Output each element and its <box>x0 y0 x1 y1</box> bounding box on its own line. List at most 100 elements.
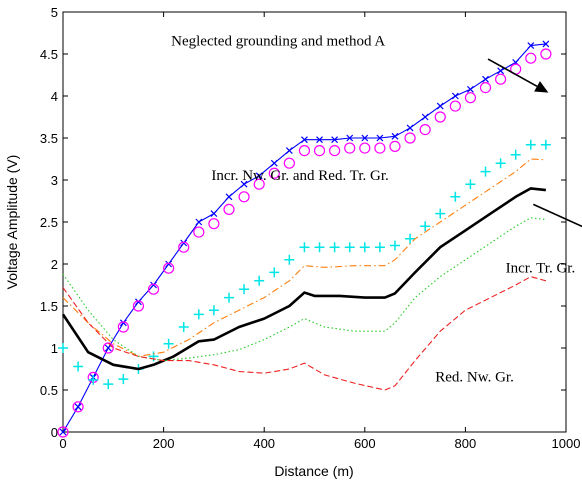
data-point <box>525 139 536 150</box>
data-point <box>102 342 114 354</box>
series-4 <box>61 187 547 371</box>
data-point <box>225 193 233 201</box>
arrow-shaft <box>487 58 538 88</box>
data-point <box>268 167 280 179</box>
x-tick-label: 200 <box>153 436 175 451</box>
data-point <box>299 242 310 253</box>
data-point <box>497 67 505 75</box>
data-point <box>88 374 99 385</box>
data-point <box>298 145 311 157</box>
data-point <box>421 113 429 121</box>
data-point <box>193 309 204 320</box>
series-3 <box>62 158 546 357</box>
data-point <box>165 260 173 268</box>
data-point <box>193 226 205 238</box>
data-point <box>132 300 145 312</box>
data-point <box>404 132 416 144</box>
y-tick-label: 1.5 <box>40 299 58 314</box>
data-point <box>480 166 491 177</box>
annotation-label: Red. Nw. Gr. <box>435 370 514 386</box>
data-point <box>283 157 295 169</box>
data-point <box>117 321 129 333</box>
y-axis-title: Voltage Amplitude (V) <box>4 155 20 290</box>
data-point <box>195 218 203 226</box>
data-point <box>329 242 340 253</box>
data-point <box>374 242 385 253</box>
y-tick-label: 3 <box>51 173 58 188</box>
data-point <box>240 180 248 188</box>
data-point <box>285 147 293 155</box>
data-point <box>465 179 476 190</box>
data-point <box>210 210 218 218</box>
data-point <box>420 221 431 232</box>
y-tick-label: 4 <box>51 89 58 104</box>
data-point <box>223 292 234 303</box>
data-point <box>72 401 84 413</box>
x-tick-label: 1000 <box>552 436 581 451</box>
data-point <box>59 428 67 436</box>
annotation-label: Neglected grounding and method A <box>171 34 385 50</box>
arrow-head <box>534 81 549 93</box>
data-point <box>495 158 506 169</box>
data-point <box>314 242 325 253</box>
series-layer <box>57 40 552 438</box>
data-point <box>58 343 68 353</box>
data-point <box>316 136 323 144</box>
data-point <box>135 298 142 306</box>
data-point <box>344 242 355 253</box>
data-point <box>525 52 537 64</box>
annotation-arrow <box>487 58 549 93</box>
data-point <box>419 124 431 136</box>
data-point <box>255 172 263 180</box>
data-point <box>510 149 521 160</box>
data-point <box>178 241 190 253</box>
data-point <box>254 275 265 286</box>
series-1 <box>57 48 552 438</box>
data-point <box>73 361 84 372</box>
data-point <box>118 374 129 385</box>
data-point <box>542 40 550 48</box>
data-point <box>435 208 446 219</box>
data-point <box>208 218 220 230</box>
annotation-label: Incr. Tr. Gr. <box>506 260 576 276</box>
data-point <box>464 92 477 104</box>
x-tick-label: 600 <box>354 436 376 451</box>
data-point <box>301 136 308 144</box>
data-point <box>389 240 400 251</box>
series-2 <box>58 139 551 390</box>
data-point <box>284 254 295 265</box>
arrow-shaft <box>532 203 582 228</box>
series-line <box>62 276 547 391</box>
data-point <box>163 262 175 274</box>
data-point <box>270 159 278 167</box>
y-tick-label: 2 <box>51 257 58 272</box>
data-point <box>57 426 69 438</box>
data-point <box>150 281 157 289</box>
data-point <box>376 134 384 142</box>
x-tick-label: 0 <box>59 436 66 451</box>
ticks-layer: 0 200 400 600 800 1000 0 0.5 1 1.5 2 2.5 3 3.5 4 4.5 5 <box>40 5 581 451</box>
data-point <box>74 403 82 411</box>
series-line <box>61 187 547 371</box>
y-tick-label: 0 <box>51 425 58 440</box>
x-axis-title: Distance (m) <box>274 463 353 479</box>
data-point <box>178 322 189 332</box>
series-5 <box>62 217 546 362</box>
annotation-label: Incr. Nw. Gr. and Red. Tr. Gr. <box>211 168 388 184</box>
data-point <box>239 284 250 295</box>
data-point <box>238 191 250 203</box>
series-line <box>62 158 546 357</box>
data-point <box>208 305 219 316</box>
data-point <box>374 142 386 154</box>
data-point <box>329 145 341 157</box>
data-point <box>103 379 114 390</box>
annotation-layer: Neglected grounding and method A Incr. Nw… <box>171 34 582 386</box>
data-point <box>331 136 339 144</box>
data-point <box>223 203 235 215</box>
data-point <box>406 124 414 132</box>
data-point <box>313 145 326 157</box>
data-point <box>119 319 127 327</box>
y-tick-label: 1 <box>51 341 58 356</box>
data-point <box>405 233 416 244</box>
